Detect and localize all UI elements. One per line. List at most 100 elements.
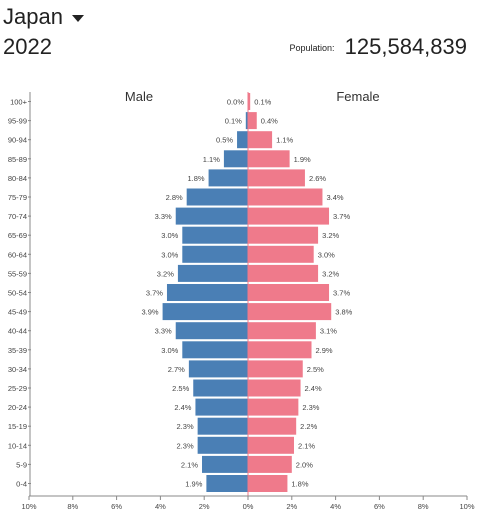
male-value-label: 3.2% xyxy=(157,269,174,278)
female-bar xyxy=(248,207,330,225)
female-bar xyxy=(248,303,332,321)
male-bar xyxy=(193,379,248,397)
female-value-label: 2.3% xyxy=(302,403,319,412)
country-name: Japan xyxy=(3,4,63,29)
female-value-label: 3.4% xyxy=(326,193,343,202)
female-value-label: 1.8% xyxy=(291,480,308,489)
age-label-85-89: 85-89 xyxy=(8,155,27,164)
age-label-65-69: 65-69 xyxy=(8,231,27,240)
female-value-label: 2.2% xyxy=(300,422,317,431)
male-value-label: 3.9% xyxy=(141,308,158,317)
age-label-95-99: 95-99 xyxy=(8,117,27,126)
female-bar xyxy=(248,475,288,492)
x-tick-label: 10% xyxy=(459,502,474,511)
male-bar xyxy=(166,284,248,301)
age-label-35-39: 35-39 xyxy=(8,346,27,355)
age-label-30-34: 30-34 xyxy=(8,365,27,374)
female-value-label: 2.6% xyxy=(309,174,326,183)
male-value-label: 2.3% xyxy=(177,441,194,450)
male-bar xyxy=(195,398,248,416)
female-value-label: 2.4% xyxy=(305,384,322,393)
age-label-60-64: 60-64 xyxy=(8,250,27,259)
x-tick-label: 2% xyxy=(199,502,210,511)
male-bar xyxy=(177,264,248,282)
male-bar xyxy=(206,475,248,492)
female-value-label: 2.0% xyxy=(296,460,313,469)
female-bar xyxy=(248,360,303,378)
female-bar xyxy=(248,398,299,416)
age-label-55-59: 55-59 xyxy=(8,269,27,278)
male-value-label: 2.8% xyxy=(166,193,183,202)
female-bar xyxy=(248,379,301,397)
female-bar xyxy=(248,436,294,454)
male-value-label: 2.3% xyxy=(177,422,194,431)
male-value-label: 3.3% xyxy=(155,327,172,336)
male-value-label: 1.9% xyxy=(185,480,202,489)
male-value-label: 0.0% xyxy=(227,98,244,107)
male-value-label: 1.1% xyxy=(203,155,220,164)
x-tick-label: 6% xyxy=(111,502,122,511)
male-value-label: 3.0% xyxy=(161,231,178,240)
age-label-50-54: 50-54 xyxy=(8,289,27,298)
female-value-label: 2.5% xyxy=(307,365,324,374)
year-label: 2022 xyxy=(3,34,52,59)
male-bar xyxy=(197,417,248,435)
male-value-label: 3.0% xyxy=(161,346,178,355)
female-value-label: 1.9% xyxy=(294,155,311,164)
age-label-80-84: 80-84 xyxy=(8,174,27,183)
female-value-label: 2.9% xyxy=(316,346,333,355)
male-bar xyxy=(186,188,248,206)
x-tick-label: 6% xyxy=(374,502,385,511)
age-label-70-74: 70-74 xyxy=(8,212,27,221)
female-value-label: 1.1% xyxy=(276,136,293,145)
female-bar xyxy=(248,169,305,187)
female-bar xyxy=(248,93,251,110)
age-label-20-24: 20-24 xyxy=(8,403,27,412)
male-value-label: 2.7% xyxy=(168,365,185,374)
x-tick-label: 4% xyxy=(155,502,166,511)
country-selector[interactable]: Japan xyxy=(3,4,84,30)
age-label-15-19: 15-19 xyxy=(8,422,27,431)
male-bar xyxy=(182,341,248,359)
male-bar xyxy=(208,169,248,187)
age-label-0-4: 0-4 xyxy=(16,480,27,489)
population-label: Population: xyxy=(289,43,335,54)
female-value-label: 3.7% xyxy=(333,289,350,298)
population-display: Population: 125,584,839 xyxy=(289,34,467,60)
female-value-label: 0.4% xyxy=(261,117,278,126)
x-tick-label: 8% xyxy=(418,502,429,511)
x-tick-label: 10% xyxy=(21,502,36,511)
male-value-label: 2.4% xyxy=(174,403,191,412)
male-value-label: 3.0% xyxy=(161,250,178,259)
female-value-label: 0.1% xyxy=(254,98,271,107)
male-bar xyxy=(188,360,248,378)
age-label-90-94: 90-94 xyxy=(8,136,27,145)
age-label-100+: 100+ xyxy=(10,98,28,107)
x-tick-label: 2% xyxy=(286,502,297,511)
female-bar xyxy=(248,417,297,435)
age-label-40-44: 40-44 xyxy=(8,327,27,336)
female-bar xyxy=(248,341,312,359)
female-value-label: 3.7% xyxy=(333,212,350,221)
age-label-5-9: 5-9 xyxy=(16,460,27,469)
age-label-25-29: 25-29 xyxy=(8,384,27,393)
female-bar xyxy=(248,131,273,149)
female-bar xyxy=(248,264,319,282)
male-value-label: 3.7% xyxy=(146,289,163,298)
male-bar xyxy=(182,226,248,244)
male-bar xyxy=(197,436,248,454)
male-bar xyxy=(182,245,248,263)
population-value: 125,584,839 xyxy=(344,34,467,59)
male-value-label: 0.1% xyxy=(225,117,242,126)
dropdown-caret-icon[interactable] xyxy=(71,15,84,22)
male-value-label: 0.5% xyxy=(216,136,233,145)
male-bar xyxy=(237,131,248,149)
female-bar xyxy=(248,188,323,206)
female-bar xyxy=(248,284,330,301)
female-value-label: 3.2% xyxy=(322,231,339,240)
male-value-label: 3.3% xyxy=(155,212,172,221)
legend-male: Male xyxy=(125,89,153,104)
male-bar xyxy=(223,150,248,168)
male-bar xyxy=(175,207,248,225)
